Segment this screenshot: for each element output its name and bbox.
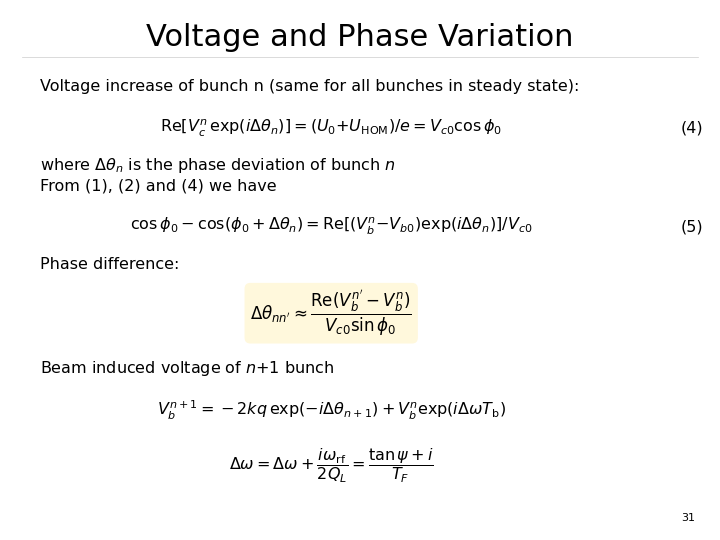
Text: $V_b^{n+1} = -2kq\,\exp(-i\Delta\theta_{n+1}) + V_b^n\exp(i\Delta\omega T_{\math: $V_b^{n+1} = -2kq\,\exp(-i\Delta\theta_{…: [157, 399, 505, 422]
Text: 31: 31: [681, 512, 695, 523]
Text: (4): (4): [680, 120, 703, 136]
Text: $\Delta\theta_{nn'} \approx \dfrac{\mathrm{Re}(V_b^{n'} - V_b^n)}{V_{c0}\sin\phi: $\Delta\theta_{nn'} \approx \dfrac{\math…: [251, 289, 412, 338]
Text: $\mathrm{Re}[V_c^n\,\exp(i\Delta\theta_n)] = (U_0{+}U_{\mathrm{HOM}})/e = V_{c0}: $\mathrm{Re}[V_c^n\,\exp(i\Delta\theta_n…: [160, 117, 503, 139]
Text: Voltage and Phase Variation: Voltage and Phase Variation: [146, 23, 574, 52]
Text: where $\Delta\theta_n$ is the phase deviation of bunch $n$: where $\Delta\theta_n$ is the phase devi…: [40, 156, 395, 176]
Text: $\Delta\omega = \Delta\omega + \dfrac{i\omega_{\mathrm{rf}}}{2Q_L} = \dfrac{\tan: $\Delta\omega = \Delta\omega + \dfrac{i\…: [229, 446, 433, 485]
Text: Beam induced voltage of $n{+}1$ bunch: Beam induced voltage of $n{+}1$ bunch: [40, 359, 334, 378]
Text: Voltage increase of bunch n (same for all bunches in steady state):: Voltage increase of bunch n (same for al…: [40, 79, 579, 94]
Text: $\cos\phi_0 - \cos(\phi_0 + \Delta\theta_n) = \mathrm{Re}[(V_b^n{-}V_{b0})\exp(i: $\cos\phi_0 - \cos(\phi_0 + \Delta\theta…: [130, 216, 533, 238]
Text: (5): (5): [680, 219, 703, 234]
Text: From (1), (2) and (4) we have: From (1), (2) and (4) we have: [40, 179, 276, 194]
Text: Phase difference:: Phase difference:: [40, 257, 179, 272]
